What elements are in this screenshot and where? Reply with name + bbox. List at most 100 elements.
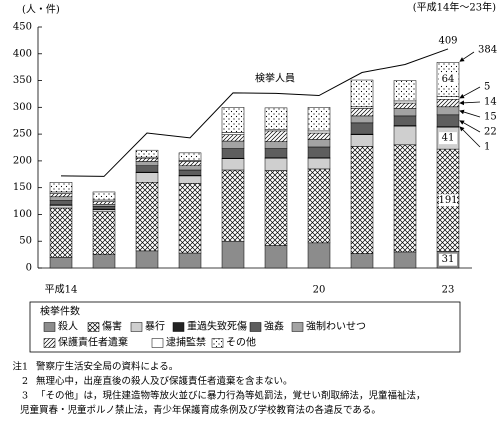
bar-segment bbox=[264, 130, 288, 142]
bar-segment bbox=[350, 253, 374, 269]
bar-segment bbox=[92, 201, 116, 205]
legend-label: 強制わいせつ bbox=[306, 320, 366, 333]
bar-segment bbox=[92, 206, 116, 210]
bar-segment bbox=[49, 193, 73, 198]
line-label: 検挙人員 bbox=[255, 72, 295, 85]
bar-segment bbox=[178, 161, 202, 166]
bar-segment bbox=[393, 115, 417, 126]
bar-segment bbox=[178, 169, 202, 176]
legend-swatch bbox=[172, 322, 185, 332]
bar-segment bbox=[264, 245, 288, 269]
legend-label: 保護責任者遺棄 bbox=[58, 336, 128, 349]
bar-segment bbox=[393, 144, 417, 253]
note-text: 「その他」は，現住建造物等放火並びに暴力行為等処罰法，覚せい剤取締法，児童福祉法… bbox=[36, 390, 426, 402]
bar-segment bbox=[221, 240, 245, 269]
bar-segment bbox=[307, 107, 331, 132]
bar-segment bbox=[221, 140, 245, 149]
bar-segment bbox=[135, 161, 159, 166]
y-tick-label: 0 bbox=[26, 263, 32, 274]
data-label: 5 bbox=[484, 82, 490, 93]
data-label: 22 bbox=[484, 127, 497, 138]
legend-swatch bbox=[43, 322, 56, 332]
data-label: 191 bbox=[438, 195, 457, 206]
legend-label: 暴行 bbox=[145, 320, 165, 333]
bar-segment bbox=[393, 100, 417, 104]
bar-segment bbox=[350, 122, 374, 135]
bar-segment bbox=[92, 209, 116, 213]
legend-swatch bbox=[43, 338, 56, 348]
bar-segment bbox=[350, 115, 374, 124]
bar-segment bbox=[178, 183, 202, 254]
bar-segment bbox=[264, 141, 288, 149]
bar-segment bbox=[92, 191, 116, 201]
note-mark: 注1 bbox=[12, 361, 28, 373]
arrow bbox=[459, 86, 481, 99]
bar-segment bbox=[221, 169, 245, 242]
bar-segment bbox=[135, 157, 159, 162]
data-label: 64 bbox=[442, 74, 455, 85]
bar-segment bbox=[135, 182, 159, 252]
legend-label: 重過失致死傷 bbox=[187, 320, 247, 333]
bar-segment bbox=[221, 158, 245, 171]
legend-title: 検挙件数 bbox=[40, 305, 80, 318]
legend-label: その他 bbox=[226, 336, 256, 349]
bar-segment bbox=[436, 114, 460, 127]
bar-segment bbox=[135, 149, 159, 158]
bar-segment bbox=[307, 168, 331, 244]
data-label: 14 bbox=[484, 97, 497, 108]
legend-swatch bbox=[87, 322, 100, 332]
bar-segment bbox=[436, 106, 460, 116]
bar-segment bbox=[264, 107, 288, 130]
y-tick-label: 100 bbox=[13, 209, 32, 220]
data-label-bg bbox=[439, 132, 457, 145]
y-tick-label: 350 bbox=[13, 75, 32, 86]
legend-swatch bbox=[249, 322, 262, 332]
bar-segment bbox=[178, 175, 202, 184]
y-tick-label: 450 bbox=[13, 22, 32, 33]
notes: 注1 警察庁生活安全局の資料による。 2 無理心中，出産直後の殺人及び保護責任者遺棄を… bbox=[12, 361, 425, 417]
data-label-bg bbox=[439, 73, 457, 86]
bar-segment bbox=[135, 165, 159, 173]
bar-segment bbox=[264, 157, 288, 171]
subtitle: (平成14年～23年) bbox=[413, 1, 496, 14]
y-unit: (人・件) bbox=[22, 4, 60, 16]
bar-segment bbox=[92, 254, 116, 269]
bar-segment bbox=[307, 130, 331, 134]
bar-segment bbox=[49, 207, 73, 258]
line bbox=[60, 48, 449, 177]
bar-segment bbox=[92, 204, 116, 207]
x-tick-label: 23 bbox=[442, 285, 455, 296]
bar-segment bbox=[264, 148, 288, 158]
bar-segment bbox=[307, 139, 331, 148]
data-label: 409 bbox=[438, 35, 457, 46]
bar-segment bbox=[350, 79, 374, 108]
bar-segment bbox=[49, 205, 73, 209]
y-tick-label: 400 bbox=[13, 48, 32, 59]
note-text: 無理心中，出産直後の殺人及び保護責任者遺棄を含まない。 bbox=[36, 375, 293, 387]
bar-segment bbox=[307, 242, 331, 269]
x-tick-label: 平成14 bbox=[45, 284, 78, 296]
bar-segment bbox=[350, 146, 374, 254]
bar-segment bbox=[393, 80, 417, 102]
arrow bbox=[459, 120, 481, 133]
bar-segment bbox=[393, 102, 417, 109]
y-tick-label: 300 bbox=[13, 102, 32, 113]
bar-segment bbox=[393, 125, 417, 146]
legend-label: 強姦 bbox=[264, 320, 284, 333]
bar-segment bbox=[221, 107, 245, 133]
bar-segment bbox=[221, 148, 245, 159]
bar-segment bbox=[221, 134, 245, 142]
bar-segment bbox=[178, 165, 202, 171]
note-text: 児童買春・児童ポルノ禁止法，青少年保護育成条例及び学校教育法の各違反である。 bbox=[20, 404, 381, 416]
data-label-bg bbox=[439, 194, 457, 207]
y-tick-label: 250 bbox=[13, 129, 32, 140]
arrow bbox=[459, 109, 481, 118]
bar-segment bbox=[307, 157, 331, 170]
legend-label: 逮捕監禁 bbox=[166, 336, 206, 349]
legend-swatch bbox=[151, 338, 164, 348]
bar-segment bbox=[436, 96, 460, 100]
bar-segment bbox=[49, 257, 73, 269]
bar-segment bbox=[307, 132, 331, 140]
data-label-bg bbox=[439, 253, 457, 266]
